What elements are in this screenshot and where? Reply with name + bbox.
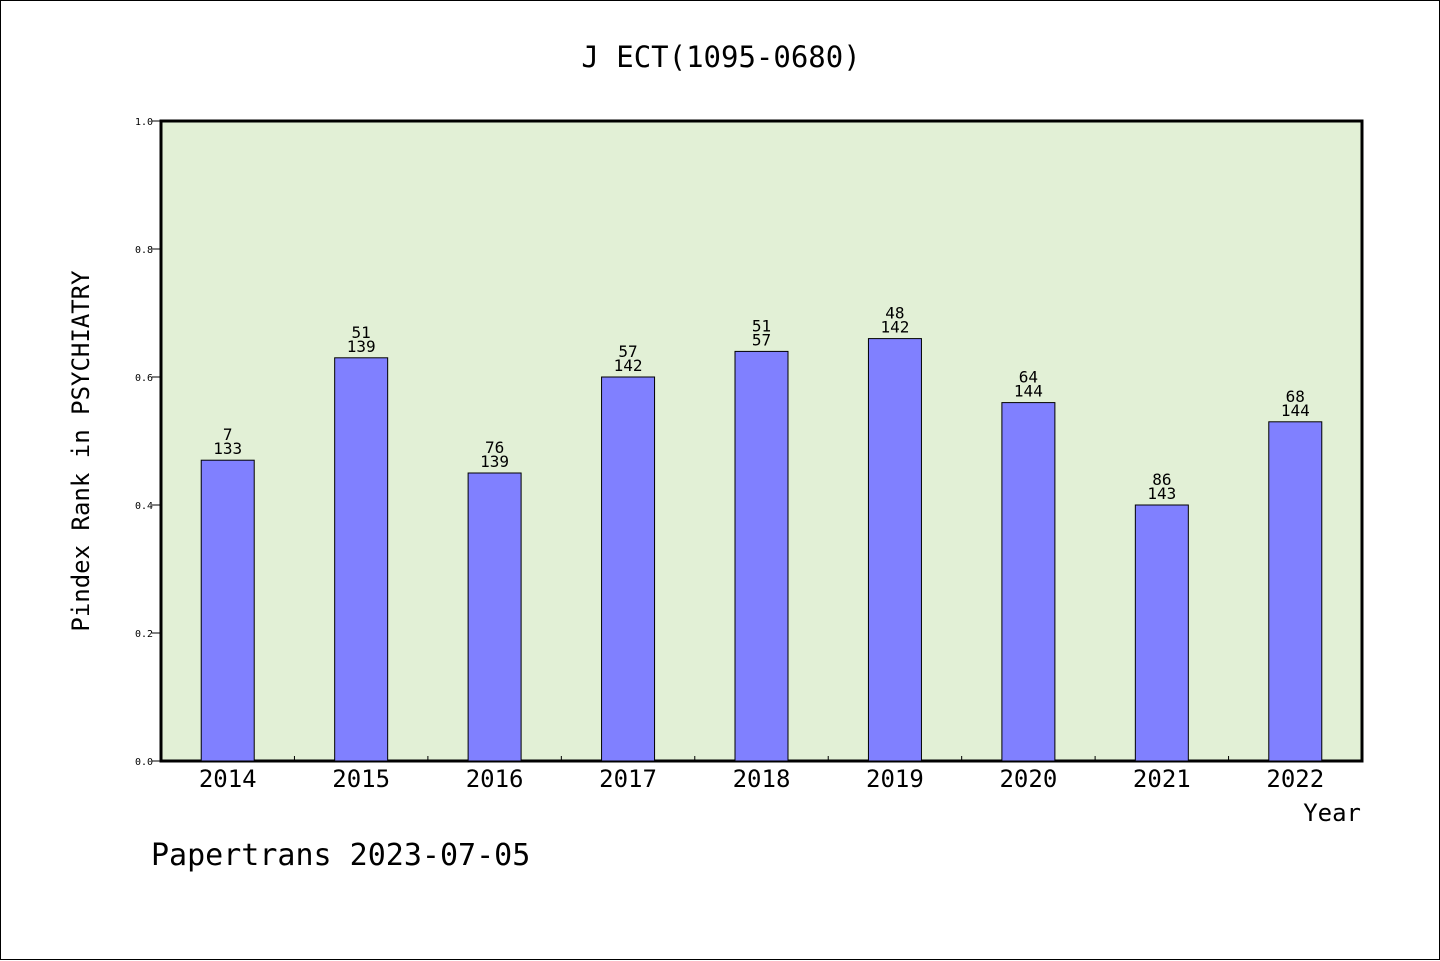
bar-2018: [734, 350, 789, 762]
y-axis-label: Pindex Rank in PSYCHIATRY: [67, 270, 95, 632]
bar-label-bottom: 57: [752, 330, 771, 349]
bar-label-bottom: 143: [1147, 484, 1176, 503]
bar-label-top: 64: [1019, 368, 1038, 387]
bar-2022: [1268, 421, 1323, 762]
y-tick-label: 0.0: [135, 757, 153, 768]
bar-label-top: 86: [1152, 470, 1171, 489]
bar-label-bottom: 133: [213, 439, 242, 458]
bar-2017: [601, 376, 656, 762]
x-tick-label: 2022: [1266, 765, 1324, 793]
x-tick-label: 2016: [466, 765, 524, 793]
x-tick-label: 2015: [332, 765, 390, 793]
bar-2021: [1134, 504, 1189, 762]
y-tick-label: 0.8: [135, 245, 153, 256]
footer-text: Papertrans 2023-07-05: [151, 838, 530, 873]
bar-label-top: 51: [752, 316, 771, 335]
bar-label-top: 76: [485, 438, 504, 457]
bar-label-bottom: 144: [1014, 382, 1043, 401]
x-axis-ticks: 2014 2015 2016 2017 2018 2019 2020 2021 2022: [199, 756, 1324, 793]
bar-label-bottom: 142: [880, 318, 909, 337]
chart-title: J ECT(1095-0680): [581, 40, 860, 74]
bar-label-bottom: 144: [1281, 401, 1310, 420]
bar-label-top: 48: [885, 304, 904, 323]
x-tick-label: 2018: [733, 765, 791, 793]
x-tick-label: 2021: [1133, 765, 1191, 793]
y-tick-label: 1.0: [135, 117, 153, 128]
bar-2015: [334, 357, 389, 762]
bar-label-top: 57: [618, 342, 637, 361]
bar-2020: [1001, 402, 1056, 762]
bar-label-bottom: 139: [480, 452, 509, 471]
y-axis-ticks: 0.0 0.2 0.4 0.6 0.8 1.0: [135, 117, 161, 768]
x-tick-label: 2017: [599, 765, 657, 793]
bar-label-bottom: 142: [614, 356, 643, 375]
bar-label-top: 68: [1286, 387, 1305, 406]
y-tick-label: 0.2: [135, 629, 153, 640]
bar-2019: [867, 338, 922, 762]
x-tick-label: 2014: [199, 765, 257, 793]
x-axis-label: Year: [1303, 799, 1361, 827]
bar-2016: [467, 472, 522, 762]
y-tick-label: 0.4: [135, 501, 153, 512]
bar-2014: [200, 459, 255, 762]
x-tick-label: 2020: [999, 765, 1057, 793]
bar-label-top: 51: [352, 323, 371, 342]
bars: 7133511397613957142515748142641448614368…: [200, 304, 1323, 762]
bar-label-top: 7: [223, 425, 233, 444]
bar-label-bottom: 139: [347, 337, 376, 356]
x-tick-label: 2019: [866, 765, 924, 793]
y-tick-label: 0.6: [135, 373, 153, 384]
